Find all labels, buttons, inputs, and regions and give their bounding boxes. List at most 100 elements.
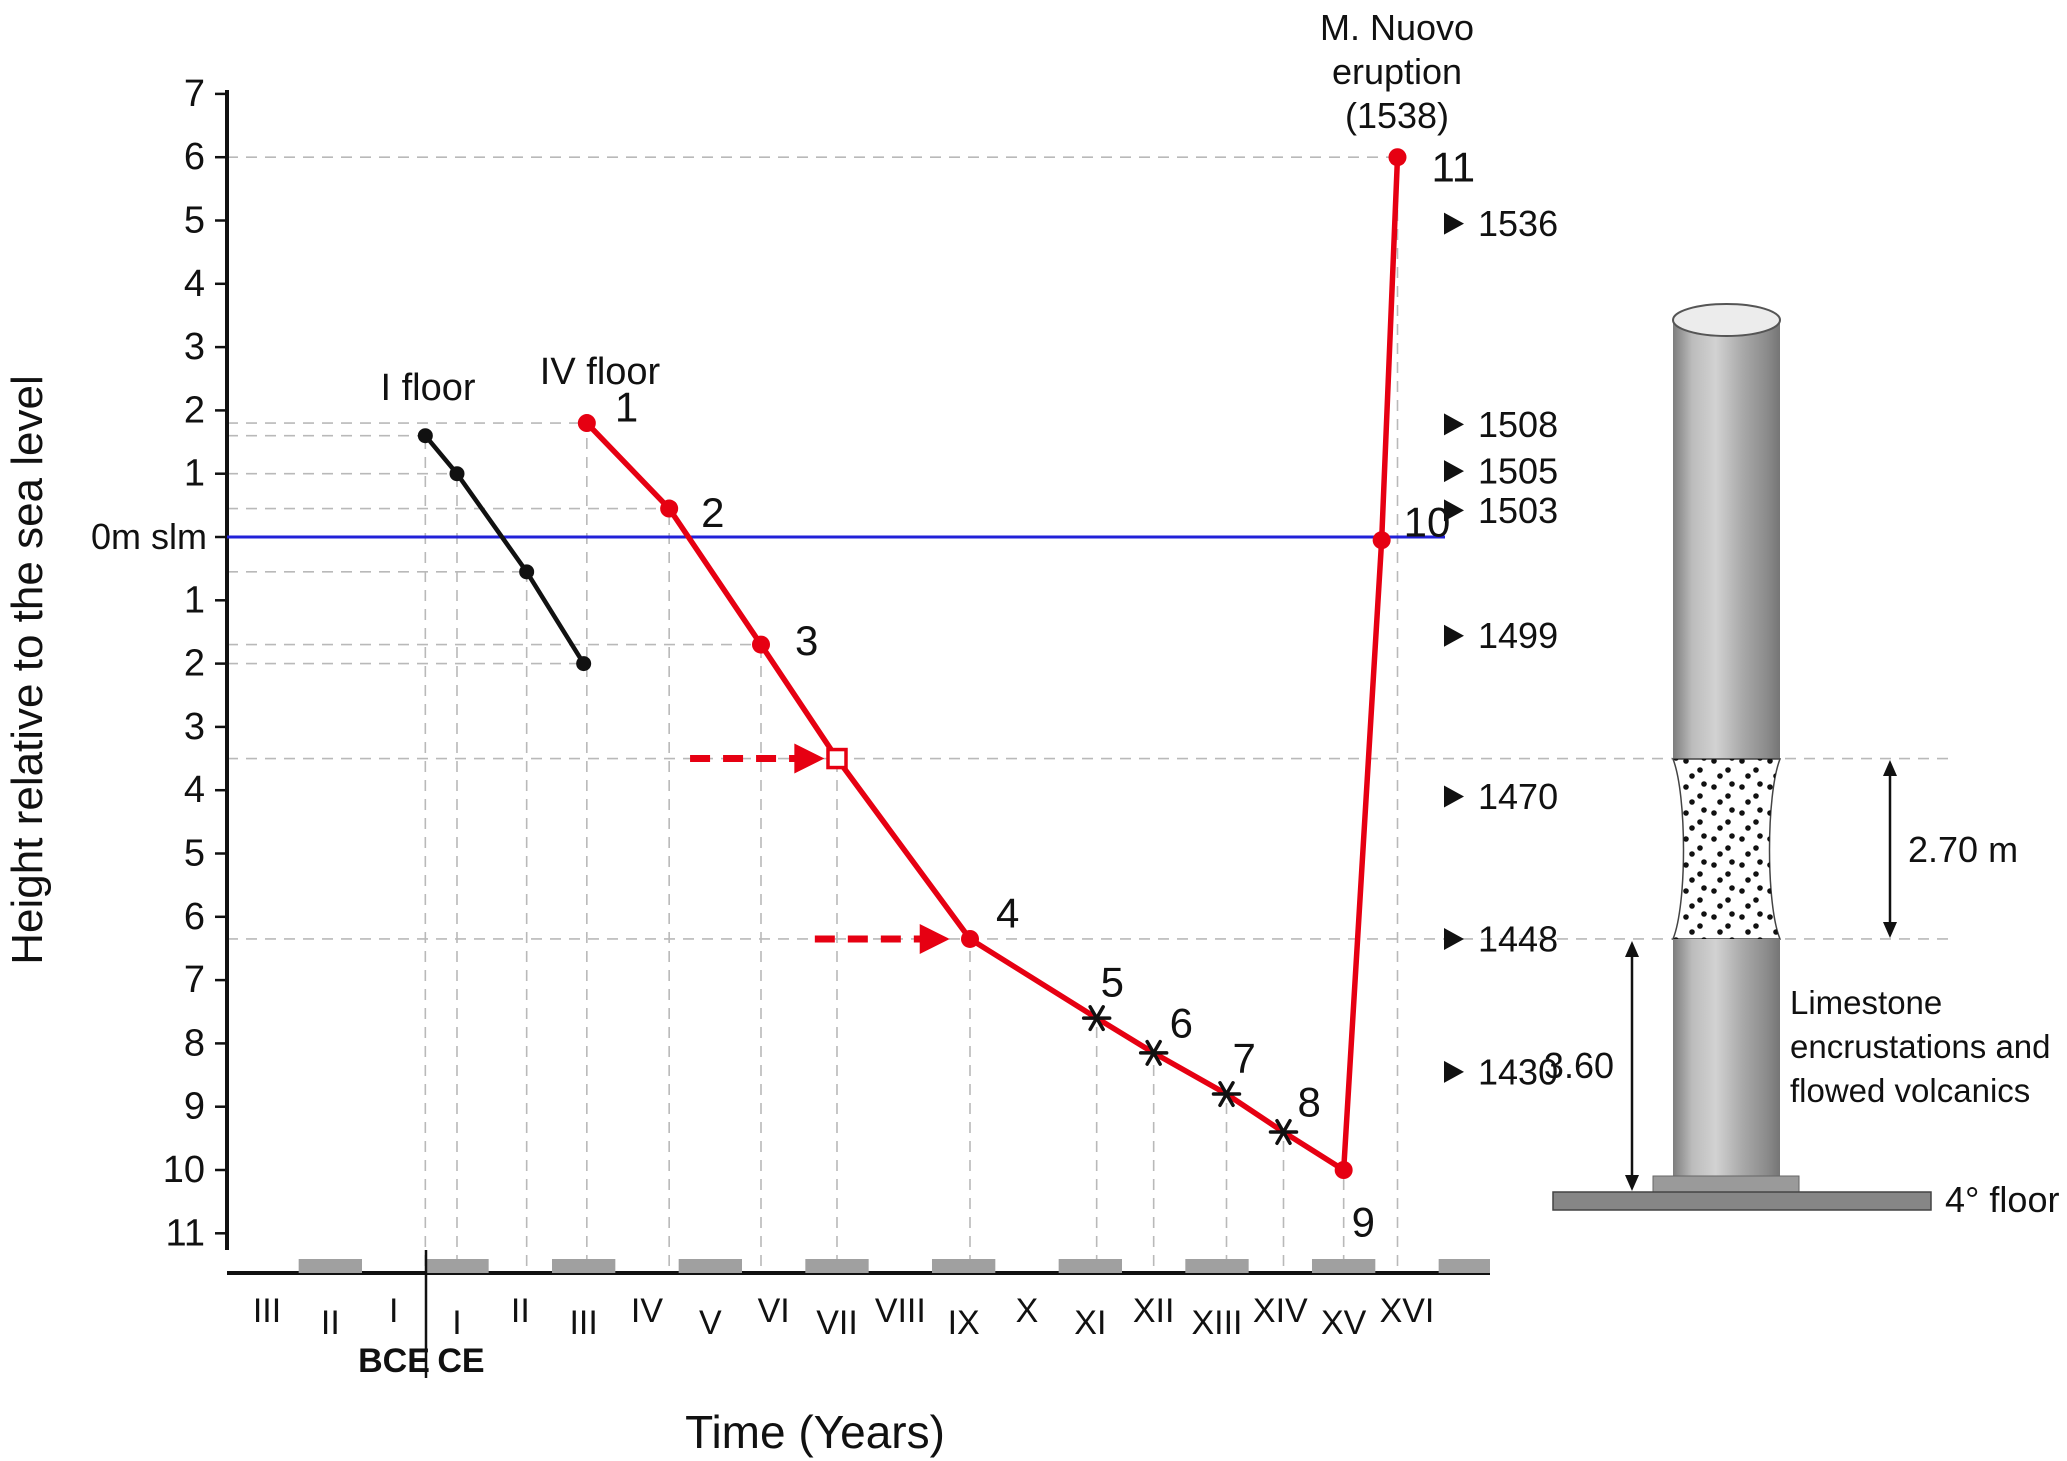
data-point — [660, 499, 679, 518]
data-point-star — [1088, 1005, 1105, 1032]
floor-label: 4° floor — [1945, 1179, 2059, 1220]
y-tick-label: 4 — [184, 769, 205, 811]
x-category-label: VI — [758, 1292, 790, 1330]
y-tick-label: 3 — [184, 706, 205, 748]
data-point — [1334, 1161, 1353, 1179]
year-label: 1536 — [1478, 203, 1558, 244]
year-marker-triangle — [1444, 413, 1464, 436]
x-category-label: X — [1016, 1292, 1039, 1330]
year-marker-triangle — [1444, 785, 1464, 808]
x-category-label: III — [569, 1304, 597, 1342]
year-marker-triangle — [1444, 1060, 1464, 1083]
x-axis-scale-block — [1185, 1259, 1249, 1273]
point-number-label: 2 — [701, 489, 724, 536]
x-category-label: XI — [1074, 1304, 1106, 1342]
eruption-title-line2: eruption — [1332, 51, 1462, 92]
column-caption-line3: flowed volcanics — [1790, 1072, 2030, 1109]
x-axis-scale-block — [298, 1259, 362, 1273]
band-measure-label: 2.70 m — [1908, 829, 2018, 870]
y-tick-label: 7 — [184, 73, 205, 115]
x-category-label: XVI — [1380, 1292, 1435, 1330]
data-point-open-square — [826, 747, 848, 770]
y-tick-label: 2 — [184, 389, 205, 431]
x-category-label: XIII — [1191, 1304, 1242, 1342]
x-category-label: XII — [1133, 1292, 1175, 1330]
x-axis-title: Time (Years) — [685, 1406, 945, 1458]
column-upper-shaft — [1673, 320, 1780, 759]
column-base — [1652, 1175, 1800, 1193]
column-caption-line1: Limestone — [1790, 984, 1942, 1021]
data-point — [519, 564, 535, 580]
year-marker-triangle — [1444, 212, 1464, 235]
data-point — [449, 466, 465, 482]
x-axis-scale-block — [1311, 1259, 1376, 1273]
year-marker-triangle — [1444, 460, 1464, 483]
era-bce-label: BCE — [358, 1342, 430, 1380]
x-category-label: XV — [1321, 1304, 1367, 1342]
data-point-star — [1145, 1039, 1162, 1066]
x-axis-scale-block — [425, 1259, 489, 1273]
point-number-label: 5 — [1101, 959, 1124, 1006]
year-marker-triangle — [1444, 624, 1464, 647]
y-tick-label: 8 — [184, 1022, 205, 1064]
data-point — [576, 656, 592, 672]
point-number-label: 10 — [1404, 499, 1451, 546]
y-tick-label: 5 — [184, 833, 205, 875]
y-tick-label: 7 — [184, 959, 205, 1001]
y-tick-label: 9 — [184, 1086, 205, 1128]
column-top-ellipse — [1672, 303, 1781, 337]
data-point — [417, 428, 433, 444]
x-axis-scale-block — [678, 1259, 742, 1273]
year-label: 1505 — [1478, 451, 1558, 492]
x-category-label: VIII — [875, 1292, 926, 1330]
data-point — [1388, 148, 1407, 167]
base-measure-label: 3.60 — [1544, 1045, 1614, 1086]
x-category-label: I — [389, 1292, 398, 1330]
y-tick-label: 2 — [184, 643, 205, 685]
x-category-label: II — [321, 1304, 340, 1342]
year-label: 1503 — [1478, 490, 1558, 531]
eruption-title-line3: (1538) — [1345, 95, 1449, 136]
x-category-label: I — [452, 1304, 461, 1342]
series-line-floor4 — [584, 154, 1401, 1173]
y-tick-label: 11 — [166, 1212, 205, 1254]
band-measure-arrow — [1883, 760, 1897, 938]
encrustation-band-dots — [1673, 759, 1780, 939]
column-diagram: 2.70 m 3.60 Limestone encrustations and … — [1544, 303, 2059, 1220]
x-category-label: XIV — [1253, 1292, 1308, 1330]
series-line-floor1 — [423, 433, 586, 666]
point-number-label: 7 — [1232, 1035, 1255, 1082]
y-axis-title: Height relative to the sea level — [3, 375, 52, 964]
data-point — [751, 635, 770, 654]
column-caption-line2: encrustations and — [1790, 1028, 2051, 1065]
x-category-label: II — [511, 1292, 530, 1330]
y-tick-label: 6 — [184, 896, 205, 938]
x-axis-scale-block — [805, 1259, 869, 1273]
eruption-title-line1: M. Nuovo — [1320, 7, 1474, 48]
point-number-label: 4 — [996, 889, 1019, 936]
x-axis-scale-block — [931, 1259, 996, 1273]
red-arrowhead — [919, 923, 950, 954]
series-label-floor4: IV floor — [540, 351, 661, 393]
x-category-label: III — [253, 1292, 281, 1330]
data-point — [960, 929, 979, 948]
point-number-label: 11 — [1431, 144, 1475, 191]
gridlines-layer — [227, 156, 1953, 1266]
x-axis-scale-block — [551, 1259, 616, 1273]
year-marker-triangle — [1444, 499, 1464, 522]
x-axis-scale-block — [1058, 1259, 1122, 1273]
point-number-label: 9 — [1352, 1199, 1375, 1246]
x-category-label: IX — [948, 1304, 980, 1342]
point-number-label: 8 — [1297, 1079, 1320, 1126]
year-label: 1470 — [1478, 776, 1558, 817]
x-axis-scale-block — [1438, 1259, 1490, 1273]
x-category-label: VII — [816, 1304, 858, 1342]
data-point — [1372, 531, 1391, 550]
point-number-label: 3 — [795, 617, 818, 664]
year-label: 1430 — [1478, 1051, 1558, 1092]
